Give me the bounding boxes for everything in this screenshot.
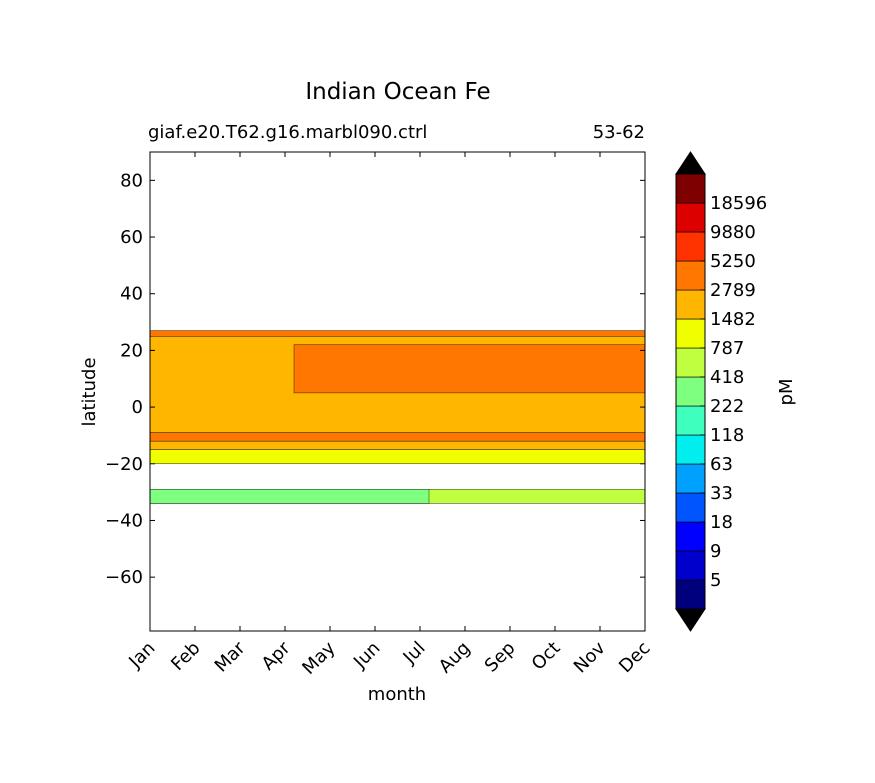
colorbar-tick-label: 33 <box>710 483 733 504</box>
y-axis: 80 60 40 20 0 −20 −40 −60 <box>105 170 645 588</box>
contour-region <box>150 449 645 464</box>
x-tick-label: May <box>298 637 339 678</box>
colorbar-tick-label: 5 <box>710 570 721 591</box>
x-tick-label: Dec <box>615 638 654 677</box>
colorbar-tick-label: 9 <box>710 541 721 562</box>
plot-frame <box>149 151 646 632</box>
colorbar-tick-label: 9880 <box>710 222 756 243</box>
plot-area: Jan Feb Mar Apr May Jun Jul Aug Sep Oct Nov Dec 80 6… <box>105 151 655 679</box>
colorbar-tick-label: 18 <box>710 512 733 533</box>
x-tick-label: Mar <box>211 637 250 676</box>
y-tick-label: −40 <box>105 510 143 531</box>
contour-fills <box>150 330 645 504</box>
colorbar-band <box>675 579 706 610</box>
colorbar-tick-label: 63 <box>710 454 733 475</box>
x-tick-label: Nov <box>570 637 610 677</box>
colorbar-tick-label: 787 <box>710 338 744 359</box>
colorbar-tick-label: 18596 <box>710 193 767 214</box>
colorbar-band <box>675 173 706 204</box>
x-tick-label: Jun <box>349 638 384 673</box>
chart-title: Indian Ocean Fe <box>305 79 490 105</box>
colorbar-tick-label: 118 <box>710 425 744 446</box>
colorbar-band <box>675 521 706 552</box>
y-axis-label: latitude <box>79 357 100 426</box>
colorbar-frame <box>675 173 706 610</box>
contour-region <box>293 344 645 394</box>
contour-region <box>150 432 645 442</box>
colorbar-band <box>675 347 706 378</box>
x-axis-label: month <box>368 684 426 705</box>
contour-region <box>150 330 645 337</box>
colorbar: 5 9 18 33 63 118 222 418 787 1482 2789 5250 9880 1859… <box>675 151 767 632</box>
colorbar-band <box>675 463 706 494</box>
x-tick-label: Apr <box>258 637 295 674</box>
y-tick-label: −20 <box>105 454 143 475</box>
y-tick-label: 60 <box>120 227 143 248</box>
colorbar-tick-label: 418 <box>710 367 744 388</box>
contour-region <box>150 489 430 504</box>
colorbar-label: pM <box>776 379 797 406</box>
colorbar-tick-label: 1482 <box>710 309 756 330</box>
contour-region <box>150 440 645 450</box>
y-tick-label: 20 <box>120 340 143 361</box>
colorbar-tick-label: 5250 <box>710 251 756 272</box>
colorbar-band <box>675 318 706 349</box>
colorbar-extend-over <box>675 151 706 175</box>
y-tick-label: 0 <box>132 397 143 418</box>
colorbar-tick-label: 222 <box>710 396 744 417</box>
x-tick-label: Sep <box>481 638 520 677</box>
colorbar-band <box>675 202 706 233</box>
colorbar-band <box>675 376 706 407</box>
x-tick-label: Jan <box>124 638 159 673</box>
chart-subtitle-case: giaf.e20.T62.g16.marbl090.ctrl <box>148 122 427 143</box>
colorbar-band <box>675 260 706 291</box>
y-tick-label: 80 <box>120 170 143 191</box>
x-tick-label: Aug <box>435 638 475 678</box>
x-tick-label: Feb <box>167 638 204 675</box>
x-tick-label: Jul <box>399 638 430 669</box>
x-tick-label: Oct <box>528 638 565 675</box>
chart-subtitle-years: 53-62 <box>593 122 645 143</box>
colorbar-band <box>675 434 706 465</box>
colorbar-band <box>675 289 706 320</box>
colorbar-band <box>675 550 706 581</box>
colorbar-extend-under <box>675 608 706 632</box>
y-tick-label: −60 <box>105 567 143 588</box>
y-tick-label: 40 <box>120 284 143 305</box>
colorbar-band <box>675 492 706 523</box>
colorbar-band <box>675 405 706 436</box>
colorbar-band <box>675 231 706 262</box>
colorbar-tick-label: 2789 <box>710 280 756 301</box>
